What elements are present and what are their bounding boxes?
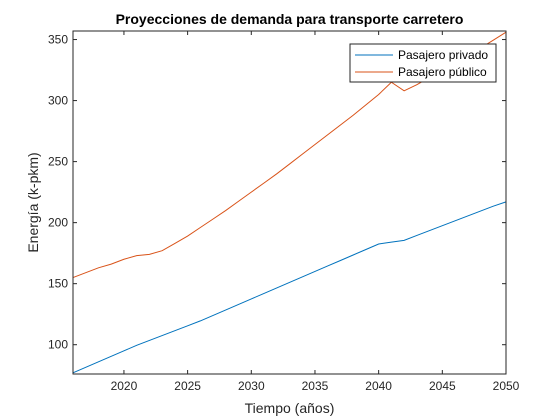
y-tick-label: 300 [48, 94, 68, 108]
y-tick-label: 350 [48, 33, 68, 47]
legend-box [349, 43, 497, 83]
y-tick-label: 250 [48, 155, 68, 169]
y-tick-label: 100 [48, 338, 68, 352]
legend: Pasajero privado Pasajero público [349, 43, 497, 83]
x-tick-label: 2030 [238, 379, 265, 393]
series-line-0 [72, 201, 507, 374]
plot-frame [72, 30, 507, 375]
x-tick-label: 2025 [174, 379, 201, 393]
legend-label-pasajero-publico: Pasajero público [398, 65, 487, 79]
x-tick-label: 2020 [111, 379, 138, 393]
y-tick-label: 150 [48, 277, 68, 291]
x-tick-label: 2035 [302, 379, 329, 393]
x-tick-label: 2050 [493, 379, 520, 393]
y-axis-ticks: 100 150 200 250 300 350 [48, 33, 506, 352]
x-tick-label: 2045 [429, 379, 456, 393]
y-tick-label: 200 [48, 216, 68, 230]
x-axis-ticks: 2020 2025 2030 2035 2040 2045 2050 [111, 31, 520, 393]
x-tick-label: 2040 [365, 379, 392, 393]
chart-title: Proyecciones de demanda para transporte … [116, 11, 464, 27]
x-axis-label: Tiempo (años) [245, 400, 335, 416]
y-axis-label: Energía (k-pkm) [25, 152, 41, 252]
plot-area [73, 31, 506, 374]
legend-label-pasajero-privado: Pasajero privado [398, 48, 488, 62]
